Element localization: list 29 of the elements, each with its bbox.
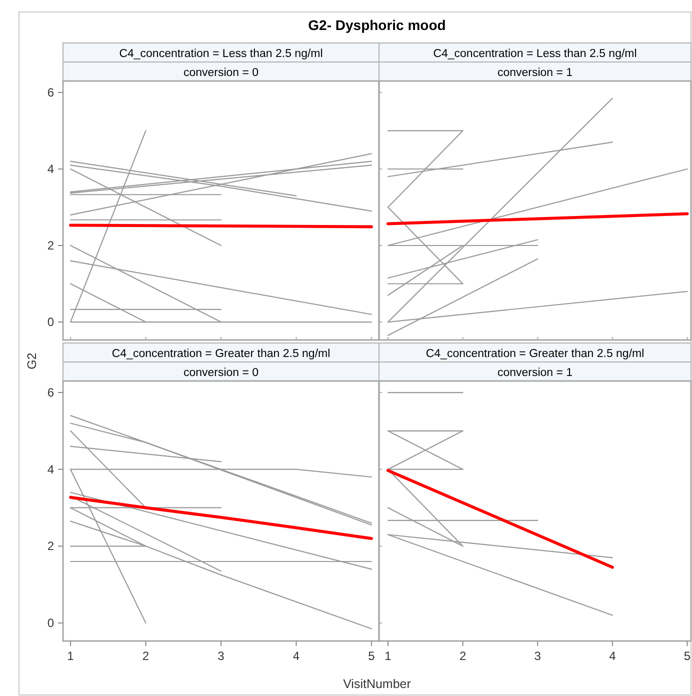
x-axis-title: VisitNumber xyxy=(343,677,411,691)
text: G2- Dysphoric mood xyxy=(308,17,446,33)
x-tick-label: 5 xyxy=(684,649,691,663)
x-tick-label: 4 xyxy=(292,649,300,663)
x-tick-label: 3 xyxy=(218,649,225,663)
x-tick-label: 1 xyxy=(384,649,392,663)
x-tick-label: 2 xyxy=(459,649,466,663)
chart-subtitle: conversion = 1 xyxy=(497,367,573,379)
y-tick-label: 6 xyxy=(47,386,54,400)
x-tick-label: 1 xyxy=(67,649,74,663)
y-tick-label: 2 xyxy=(47,539,54,554)
y-tick-label: 4 xyxy=(47,462,54,476)
y-tick-label: 4 xyxy=(47,162,54,176)
y-tick-label: 6 xyxy=(47,85,54,100)
x-tick-label: 3 xyxy=(534,649,542,663)
y-axis-title: G2 xyxy=(25,352,39,370)
x-tick-label: 2 xyxy=(142,649,150,663)
y-tick-label: 2 xyxy=(47,238,54,253)
y-tick-label: 0 xyxy=(47,315,54,330)
chart-subtitle: conversion = 0 xyxy=(183,67,259,79)
x-tick-label: 4 xyxy=(609,649,616,663)
chart-title: C4_concentration = Less than 2.5 ng/ml xyxy=(119,48,323,60)
y-tick-label: 0 xyxy=(47,616,54,630)
chart-title: C4_concentration = Greater than 2.5 ng/ml xyxy=(112,348,330,360)
chart-subtitle: conversion = 1 xyxy=(497,67,573,79)
chart-title: C4_concentration = Greater than 2.5 ng/ml xyxy=(426,348,644,360)
x-tick-label: 5 xyxy=(368,649,376,663)
chart-subtitle: conversion = 0 xyxy=(183,367,259,379)
chart-title: C4_concentration = Less than 2.5 ng/ml xyxy=(433,48,637,60)
